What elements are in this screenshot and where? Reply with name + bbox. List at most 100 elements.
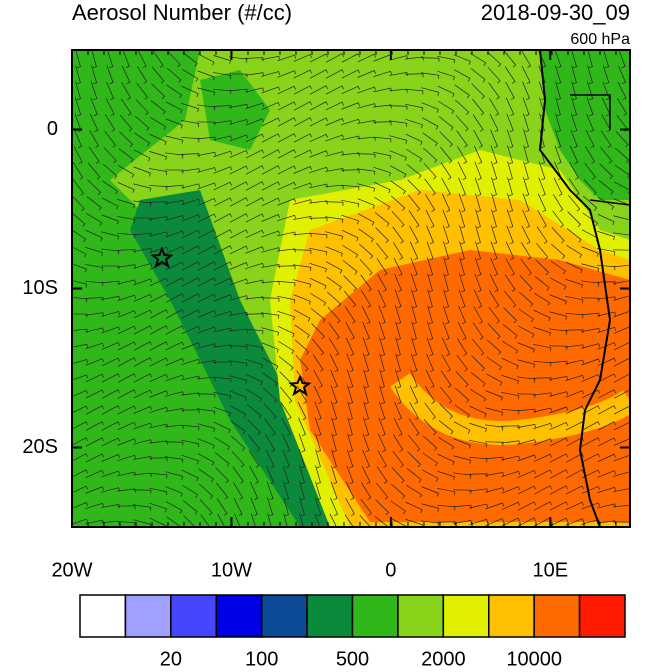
wind-barb [233,497,243,516]
wind-barb [549,469,568,479]
coastline [538,50,612,527]
wind-barb [597,311,616,317]
wind-barb [374,212,390,227]
wind-barb [181,325,201,335]
wind-barb [229,213,248,223]
wind-barb [360,498,372,516]
wind-barb [101,470,121,478]
wind-barb [331,449,337,468]
wind-barb [581,246,599,257]
wind-barb [85,373,104,383]
wind-barb [246,388,263,402]
wind-barb [85,342,105,350]
wind-barb [437,487,456,496]
wind-barb [314,513,321,527]
wind-barb [117,421,137,431]
wind-barb [613,280,630,284]
wind-barb [278,356,294,371]
wind-barb [519,291,534,307]
wind-barb [315,449,321,468]
wind-barb [410,273,418,293]
wind-barb [164,441,184,446]
wind-barb [345,321,355,340]
wind-barb [373,151,392,160]
wind-barb [245,343,264,352]
wind-barb [165,199,184,205]
wind-barb [426,257,434,276]
wind-barb [165,341,184,351]
wind-barb [421,503,440,512]
wind-barb [440,386,453,404]
wind-barb [571,50,577,68]
wind-barb [72,453,88,462]
wind-barb [617,81,627,100]
wind-barb [457,321,467,340]
wind-barb [581,374,601,382]
wind-barb [315,465,321,484]
wind-barb [501,501,521,511]
wind-barb [441,353,451,372]
wind-barb [149,151,168,161]
wind-barb [149,309,168,319]
wind-barb [197,87,216,96]
wind-barb [119,131,133,148]
wind-barb [260,297,280,302]
colorbar-box [442,594,490,638]
wind-barb [407,451,421,468]
map-field [72,50,630,527]
wind-barb [392,226,404,244]
wind-barb [75,65,81,84]
wind-barb [356,153,376,158]
wind-barb [165,293,184,303]
wind-barb [533,392,552,397]
wind-barb [341,69,360,79]
wind-barb [233,482,244,500]
wind-barb [388,105,408,110]
wind-barb [197,245,216,255]
wind-barb [325,69,344,79]
wind-barb [406,148,423,162]
wind-barb [538,177,546,197]
wind-barb [389,55,408,61]
wind-barb [86,213,103,226]
wind-barb [101,311,120,317]
wind-barb [600,146,613,164]
wind-barb [597,389,616,399]
wind-barb [599,163,613,180]
wind-barb [309,53,328,63]
wind-barb [442,321,450,341]
wind-barb [469,518,488,526]
wind-barb [597,342,617,350]
wind-barb [602,81,610,101]
wind-barb [247,419,261,436]
wind-barb [213,181,232,191]
wind-barb [533,343,552,352]
wind-barb [555,113,561,132]
wind-barb [469,422,488,433]
wind-barb [293,264,312,271]
wind-barb [379,337,385,356]
wind-barb [165,101,183,114]
wind-barb [486,356,502,371]
wind-barb [377,273,387,292]
wind-barb [357,53,376,63]
wind-barb [411,321,417,340]
wind-barb [520,258,532,276]
wind-barb [408,434,421,452]
wind-barb [133,389,152,399]
wind-barb [565,518,585,526]
wind-barb [197,197,217,206]
wind-barb [393,242,404,260]
wind-barb [341,199,360,208]
wind-barb [438,420,454,435]
wind-barb [470,372,486,387]
wind-barb [392,450,404,468]
wind-barb [565,344,584,349]
colorbar-label: 10000 [506,648,562,667]
wind-barb [581,327,600,332]
wind-barb [199,499,213,516]
wind-barb [394,385,402,405]
wind-barb [453,455,472,464]
wind-barb [245,213,264,223]
wind-barb [422,132,438,147]
